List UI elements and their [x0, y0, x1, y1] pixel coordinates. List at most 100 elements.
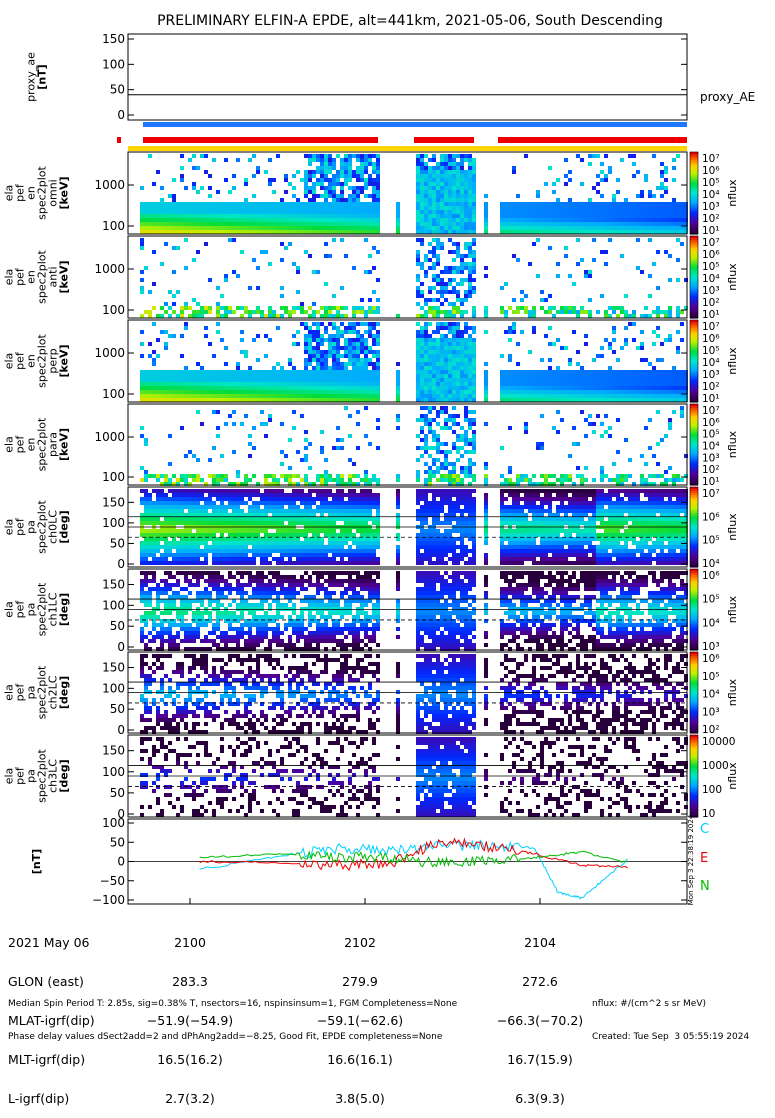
spectrogram-cell [364, 398, 368, 402]
spectrogram-cell [252, 426, 256, 430]
spectrogram-cell [180, 354, 184, 358]
spectrogram-cell [336, 222, 340, 226]
spectrogram-cell [620, 370, 624, 374]
spectrogram-cell [240, 545, 244, 549]
spectrogram-cell [296, 505, 300, 509]
spectrogram-cell [528, 350, 532, 354]
spectrogram-cell [256, 533, 260, 537]
spectrogram-cell [348, 354, 352, 358]
spectrogram-cell [332, 354, 336, 358]
spectrogram-cell [220, 202, 224, 206]
spectrogram-cell [424, 210, 428, 214]
spectrogram-cell [352, 202, 356, 206]
spectrogram-cell [140, 230, 144, 234]
spectrogram-cell [564, 210, 568, 214]
spectrogram-cell [664, 434, 668, 438]
spectrogram-cell [236, 557, 240, 561]
spectrogram-cell [620, 214, 624, 218]
spectrogram-cell [240, 206, 244, 210]
spectrogram-cell [252, 509, 256, 513]
spectrogram-cell [436, 446, 440, 450]
spectrogram-cell [288, 478, 292, 482]
spectrogram-cell [296, 497, 300, 501]
spectrogram-cell [452, 154, 456, 158]
spectrogram-cell [624, 438, 628, 442]
spectrogram-cell [256, 501, 260, 505]
spectrogram-cell [552, 230, 556, 234]
spectrogram-cell [460, 382, 464, 386]
spectrogram-cell [324, 350, 328, 354]
spectrogram-cell [452, 366, 456, 370]
spectrogram-cell [656, 222, 660, 226]
spectrogram-cell [472, 338, 476, 342]
spectrogram-cell [328, 154, 332, 158]
spectrogram-cell [612, 194, 616, 198]
spectrogram-cell [332, 166, 336, 170]
spectrogram-cell [432, 330, 436, 334]
spectrogram-cell [520, 394, 524, 398]
spectrogram-cell [440, 218, 444, 222]
spectrogram-cell [264, 497, 268, 501]
spectrogram-cell [656, 186, 660, 190]
spectrogram-cell [440, 166, 444, 170]
spectrogram-cell [424, 298, 428, 302]
spectrogram-cell [304, 174, 308, 178]
spectrogram-cell [316, 358, 320, 362]
spectrogram-cell [628, 386, 632, 390]
spectrogram-cell [540, 290, 544, 294]
spectrogram-cell [280, 210, 284, 214]
spectrogram-cell [428, 422, 432, 426]
spectrogram-cell [144, 541, 148, 545]
spectrogram-cell [240, 497, 244, 501]
spectrogram-cell [344, 174, 348, 178]
spectrogram-cell [572, 206, 576, 210]
spectrogram-cell [288, 501, 292, 505]
spectrogram-cell [540, 214, 544, 218]
spectrogram-cell [232, 210, 236, 214]
spectrogram-cell [452, 222, 456, 226]
spectrogram-cell [316, 362, 320, 366]
spectrogram-cell [344, 306, 348, 310]
spectrogram-cell [340, 194, 344, 198]
spectrogram-cell [468, 178, 472, 182]
spectrogram-cell [608, 214, 612, 218]
spectrogram-cell [452, 370, 456, 374]
spectrogram-cell [668, 306, 672, 310]
spectrogram-cell [560, 398, 564, 402]
spectrogram-cell [460, 198, 464, 202]
spectrogram-cell [172, 529, 176, 533]
spectrogram-cell [356, 358, 360, 362]
spectrogram-cell [212, 202, 216, 206]
spectrogram-cell [232, 214, 236, 218]
spectrogram-cell [296, 370, 300, 374]
spectrogram-cell [680, 414, 684, 418]
spectrogram-cell [600, 346, 604, 350]
spectrogram-cell [620, 158, 624, 162]
spectrogram-cell [516, 374, 520, 378]
spectrogram-cell [592, 230, 596, 234]
spectrogram-cell [612, 394, 616, 398]
spectrogram-cell [672, 158, 676, 162]
spectrogram-cell [512, 322, 516, 326]
spectrogram-cell [560, 210, 564, 214]
spectrogram-cell [152, 182, 156, 186]
spectrogram-cell [172, 226, 176, 230]
spectrogram-cell [556, 274, 560, 278]
spectrogram-cell [292, 541, 296, 545]
spectrogram-cell [372, 366, 376, 370]
spectrogram-cell [344, 222, 348, 226]
spectrogram-cell [456, 306, 460, 310]
spectrogram-cell [652, 378, 656, 382]
spectrogram-cell [208, 493, 212, 497]
spectrogram-cell [368, 394, 372, 398]
spectrogram-cell [148, 290, 152, 294]
spectrogram-cell [192, 382, 196, 386]
spectrogram-cell [356, 398, 360, 402]
spectrogram-cell [336, 446, 340, 450]
colorbar-tick-label: 10² [702, 464, 720, 476]
spectrogram-cell [208, 521, 212, 525]
spectrogram-cell [332, 478, 336, 482]
spectrogram-cell [584, 390, 588, 394]
spectrogram-cell [172, 501, 176, 505]
spectrogram-cell [140, 374, 144, 378]
